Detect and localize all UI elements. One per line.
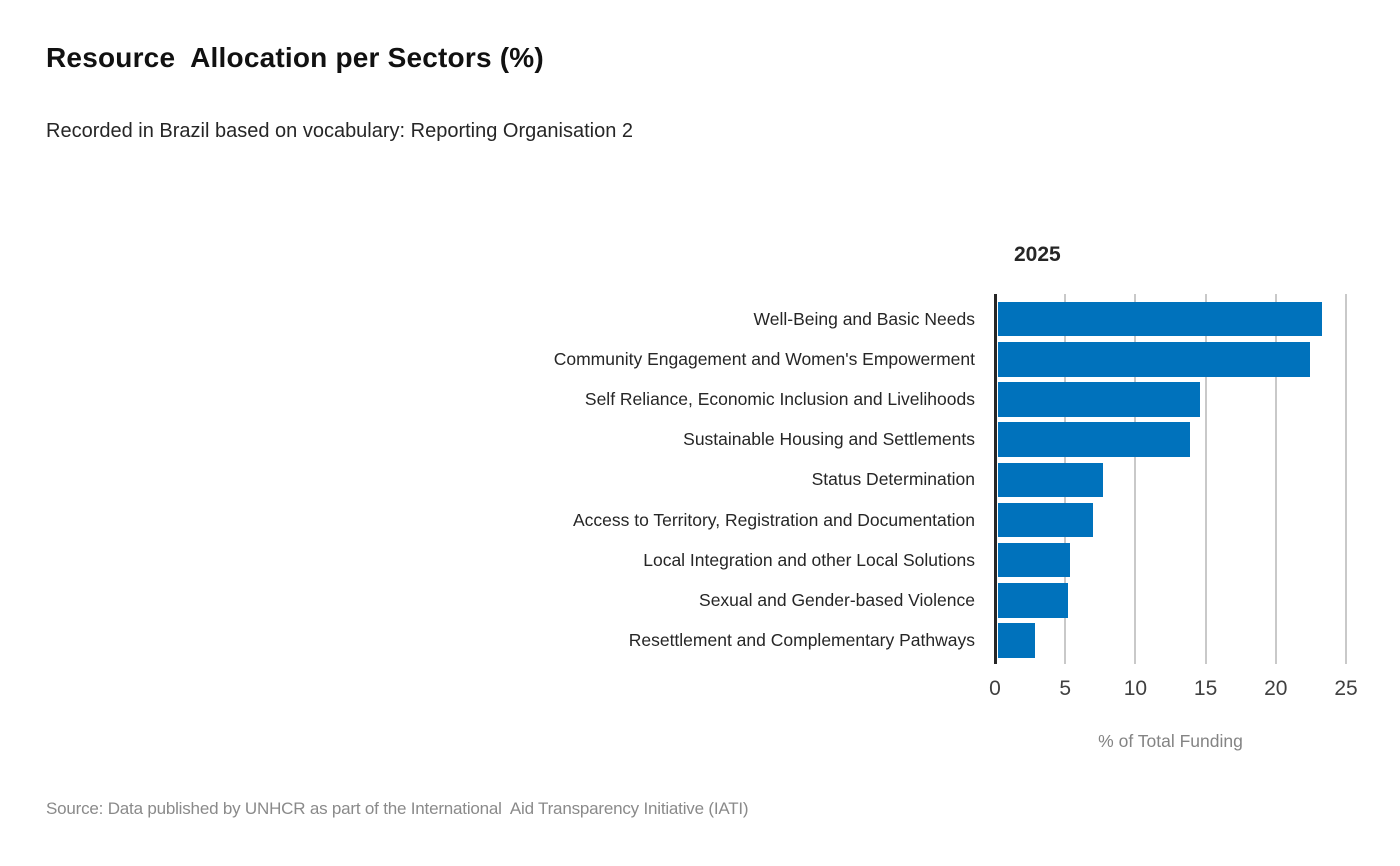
gridline [1134,294,1137,664]
bar[interactable] [998,502,1094,538]
bar[interactable] [998,301,1323,337]
bar-track [998,342,1376,377]
bar[interactable] [998,623,1035,658]
bar-track [998,583,1376,618]
table-row: Sexual and Gender-based Violence [46,580,1376,620]
bar-track [998,301,1376,337]
category-label: Access to Territory, Registration and Do… [572,509,975,530]
bar-track [998,382,1376,417]
x-axis-title: % of Total Funding [1098,731,1243,751]
x-tick-label: 20 [1264,677,1288,700]
page-title: Resource Allocation per Sectors (%) [46,42,544,73]
category-label: Community Engagement and Women's Empower… [553,348,975,369]
table-row: Status Determination [46,460,1376,500]
category-label: Local Integration and other Local Soluti… [643,549,975,570]
table-row: Access to Territory, Registration and Do… [46,500,1376,540]
x-tick-label: 15 [1193,677,1218,700]
source-caption: Source: Data published by UNHCR as part … [46,799,749,818]
bar[interactable] [998,583,1069,618]
category-label: Well-Being and Basic Needs [753,308,975,329]
x-tick-label: 0 [989,677,1001,700]
gridline [1345,294,1347,664]
bar[interactable] [998,342,1310,377]
category-label: Status Determination [811,469,975,490]
category-label: Self Reliance, Economic Inclusion and Li… [584,388,975,409]
page-subtitle: Recorded in Brazil based on vocabulary: … [46,120,634,142]
x-tick-label: 10 [1123,677,1148,700]
x-tick-label: 25 [1334,677,1358,700]
bar-rows: Well-Being and Basic Needs Community Enga… [46,299,1376,661]
table-row: Community Engagement and Women's Empower… [46,339,1376,379]
bar-chart: Well-Being and Basic Needs Community Enga… [46,294,1376,764]
bar[interactable] [998,462,1104,498]
category-label: Sustainable Housing and Settlements [683,429,975,450]
gridline [1204,294,1207,664]
bar[interactable] [998,422,1191,457]
category-label: Resettlement and Complementary Pathways [628,630,975,651]
table-row: Well-Being and Basic Needs [46,299,1376,339]
y-axis-line [994,294,997,664]
x-tick-label: 5 [1059,677,1072,700]
bar-track [998,502,1376,538]
bar[interactable] [998,542,1070,578]
column-header-year: 2025 [1014,243,1061,266]
bar[interactable] [998,382,1201,417]
table-row: Self Reliance, Economic Inclusion and Li… [46,379,1376,419]
bar-track [998,422,1376,457]
bar-track [998,623,1376,658]
table-row: Sustainable Housing and Settlements [46,420,1376,460]
bar-track [998,462,1376,498]
bar-track [998,542,1376,578]
table-row: Resettlement and Complementary Pathways [46,621,1376,661]
gridline [1274,294,1277,664]
category-label: Sexual and Gender-based Violence [699,589,975,610]
table-row: Local Integration and other Local Soluti… [46,540,1376,580]
